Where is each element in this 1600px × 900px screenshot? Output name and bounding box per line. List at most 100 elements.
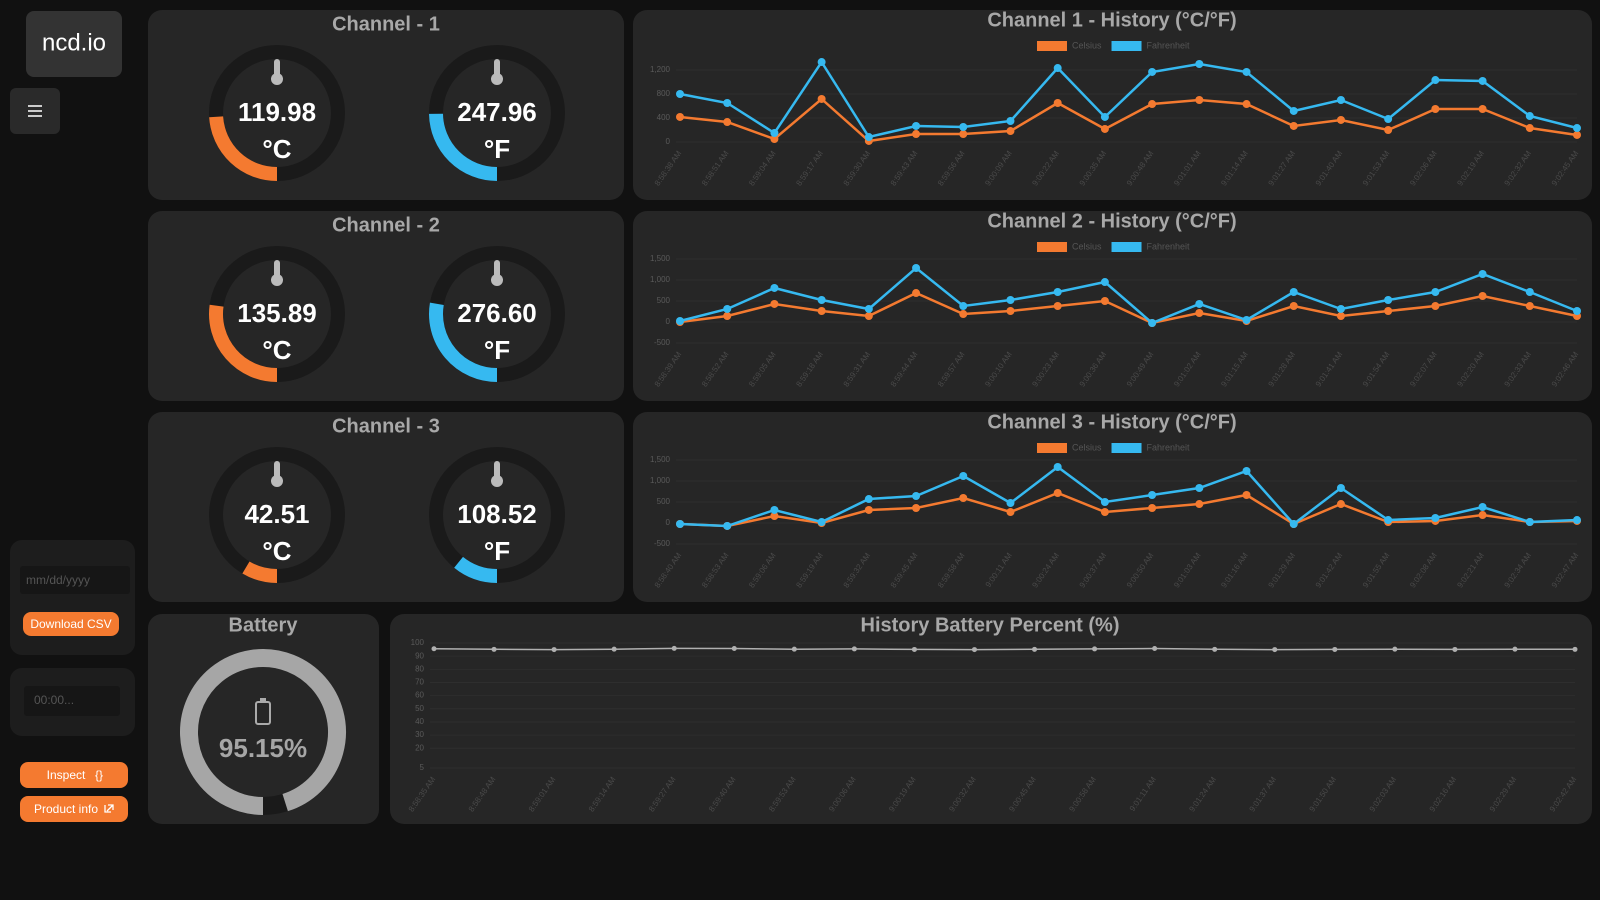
data-point bbox=[1006, 127, 1015, 136]
battery-icon bbox=[260, 698, 266, 702]
data-point bbox=[731, 646, 737, 652]
data-point bbox=[1100, 278, 1109, 287]
y-tick-label: 70 bbox=[415, 678, 424, 687]
gauge-value: 247.96 bbox=[457, 97, 537, 127]
y-tick-label: 0 bbox=[666, 317, 671, 326]
data-point bbox=[817, 306, 826, 315]
download-label: Download CSV bbox=[30, 617, 111, 631]
y-tick-label: 1,000 bbox=[650, 275, 671, 284]
y-tick-label: -500 bbox=[654, 539, 671, 548]
chart-title: Channel 1 - History (°C/°F) bbox=[987, 9, 1236, 31]
time-select[interactable]: 00:00... bbox=[24, 686, 120, 716]
gauge-inner bbox=[223, 461, 331, 569]
data-point bbox=[1195, 299, 1204, 308]
y-tick-label: 50 bbox=[415, 704, 424, 713]
data-point bbox=[551, 647, 557, 653]
data-point bbox=[864, 505, 873, 514]
product-info-label: Product info bbox=[34, 802, 98, 816]
data-point bbox=[1100, 112, 1109, 121]
data-point bbox=[1148, 100, 1157, 109]
legend-label: Fahrenheit bbox=[1147, 40, 1191, 50]
thermometer-icon bbox=[494, 59, 500, 77]
data-point bbox=[671, 645, 677, 651]
data-point bbox=[1336, 96, 1345, 104]
data-point bbox=[1478, 292, 1487, 301]
data-point bbox=[1525, 112, 1534, 121]
data-point bbox=[1384, 306, 1393, 315]
data-point bbox=[1272, 647, 1278, 653]
legend-swatch bbox=[1037, 41, 1067, 51]
download-box[interactable] bbox=[23, 612, 119, 636]
data-point bbox=[971, 647, 977, 653]
channel-title: Channel - 3 bbox=[332, 415, 440, 437]
data-point bbox=[1384, 295, 1393, 304]
y-tick-label: 1,500 bbox=[650, 455, 671, 464]
data-point bbox=[1384, 126, 1393, 134]
download-csv[interactable]: Download CSV bbox=[23, 612, 119, 636]
data-point bbox=[912, 130, 921, 139]
y-tick-label: 80 bbox=[415, 664, 424, 673]
data-point bbox=[1006, 117, 1015, 125]
chart-title: History Battery Percent (%) bbox=[861, 614, 1120, 636]
time-select-label: 00:00... bbox=[34, 693, 74, 707]
gauge-unit: °C bbox=[262, 536, 291, 566]
gauge-arc bbox=[242, 561, 278, 583]
data-point bbox=[676, 316, 684, 325]
data-point bbox=[723, 118, 732, 127]
inspect-box[interactable] bbox=[20, 762, 128, 788]
data-point bbox=[1242, 67, 1251, 76]
data-point bbox=[817, 58, 826, 67]
thermometer-icon bbox=[494, 260, 500, 278]
legend-label: Celsius bbox=[1072, 40, 1102, 50]
data-point bbox=[1006, 295, 1015, 304]
y-tick-label: 100 bbox=[411, 638, 425, 647]
data-point bbox=[1431, 301, 1440, 310]
data-point bbox=[1289, 106, 1298, 115]
data-point bbox=[491, 646, 497, 652]
gauge-inner bbox=[223, 260, 331, 368]
product-info-box[interactable] bbox=[20, 796, 128, 822]
gauge-arc bbox=[429, 302, 498, 382]
data-point bbox=[770, 135, 779, 143]
date-input[interactable]: mm/dd/yyyy bbox=[20, 566, 130, 594]
y-tick-label: 400 bbox=[657, 113, 671, 122]
data-point bbox=[676, 520, 684, 529]
data-point bbox=[1384, 516, 1393, 525]
thermometer-icon bbox=[491, 73, 503, 85]
data-point bbox=[1431, 105, 1440, 113]
y-tick-label: 5 bbox=[420, 763, 425, 772]
date-panel bbox=[10, 540, 135, 655]
data-point bbox=[723, 99, 732, 107]
data-point bbox=[912, 121, 921, 130]
data-point bbox=[1289, 301, 1298, 310]
legend-label: Fahrenheit bbox=[1147, 442, 1191, 452]
data-point bbox=[1525, 301, 1534, 310]
y-tick-label: 1,000 bbox=[650, 476, 671, 485]
data-point bbox=[1431, 288, 1440, 297]
gauge-unit: °C bbox=[262, 335, 291, 365]
data-point bbox=[817, 94, 826, 103]
data-point bbox=[1478, 105, 1487, 113]
data-point bbox=[1452, 646, 1458, 652]
time-box[interactable] bbox=[24, 686, 120, 716]
gauge-arc bbox=[454, 556, 498, 583]
date-box[interactable] bbox=[20, 566, 130, 594]
data-point bbox=[770, 511, 779, 520]
gauge-value: 42.51 bbox=[244, 499, 309, 529]
y-tick-label: 1,200 bbox=[650, 65, 671, 74]
data-point bbox=[1525, 517, 1534, 526]
data-point bbox=[1525, 124, 1534, 133]
menu-button[interactable] bbox=[10, 88, 60, 134]
data-point bbox=[1242, 100, 1251, 109]
battery-title: Battery bbox=[229, 614, 299, 636]
menu-icon bbox=[28, 105, 42, 117]
data-point bbox=[723, 311, 732, 320]
inspect-button[interactable]: Inspect {} bbox=[20, 762, 128, 788]
data-point bbox=[959, 301, 968, 310]
data-point bbox=[1212, 646, 1218, 652]
product-info-button[interactable]: Product info bbox=[20, 796, 128, 822]
thermometer-icon bbox=[274, 59, 280, 77]
data-point bbox=[1242, 490, 1251, 499]
gauge-inner bbox=[443, 59, 551, 167]
data-point bbox=[1478, 269, 1487, 278]
